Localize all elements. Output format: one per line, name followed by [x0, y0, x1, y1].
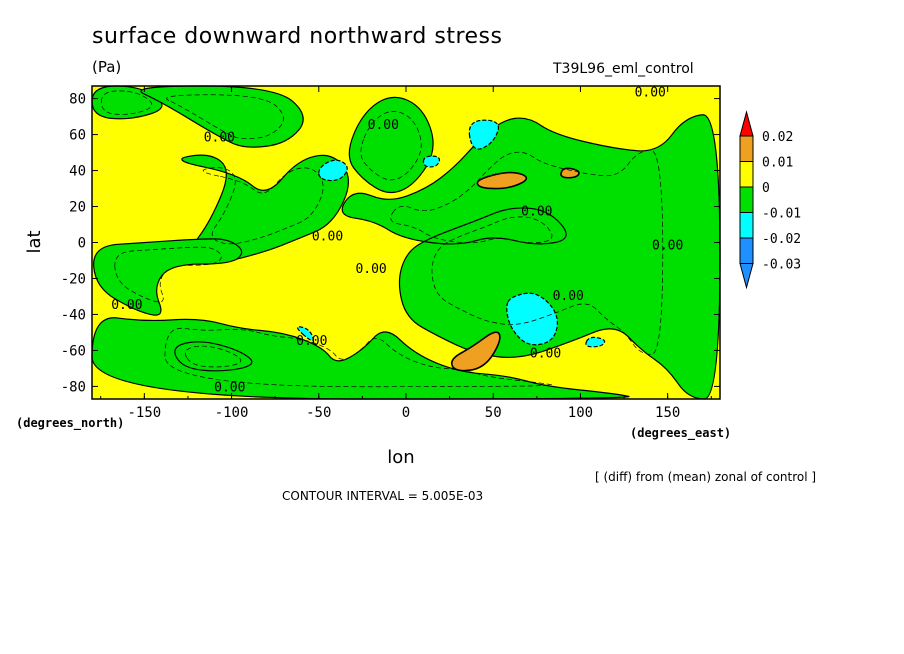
x-axis-label: lon: [387, 447, 414, 468]
y-tick-label: 20: [69, 200, 86, 216]
y-tick-label: -80: [61, 379, 86, 395]
colorbar-segment: [739, 186, 754, 213]
y-tick-label: -60: [61, 343, 86, 359]
contour-line-1: [100, 90, 152, 115]
colorbar-segment: [739, 161, 754, 188]
contour-label-4: 0.00: [312, 230, 343, 245]
y-tick-label: 60: [69, 128, 86, 144]
contour-label-2: 0.00: [368, 118, 399, 133]
colorbar-label: -0.03: [762, 258, 801, 273]
colorbar-label: 0: [762, 181, 770, 196]
contour-line-5: [390, 149, 664, 355]
contour-region-15: [476, 171, 528, 190]
contour-line-4: [360, 111, 422, 181]
colorbar-label: 0.02: [762, 130, 793, 145]
x-tick-label: -50: [306, 405, 331, 421]
contour-label-7: 0.00: [355, 262, 386, 277]
contour-line-6: [114, 246, 222, 303]
contour-line-3: [202, 167, 324, 245]
diff-note-label: [ (diff) from (mean) zonal of control ]: [595, 470, 817, 484]
x-tick-label: 150: [655, 405, 680, 421]
contour-region-9: [318, 159, 348, 182]
colorbar-segment: [739, 237, 754, 264]
units-label: (Pa): [92, 58, 122, 76]
y-tick-label: 0: [78, 236, 86, 252]
chart-title: surface downward northward stress: [92, 24, 503, 49]
y-tick-label: 40: [69, 164, 86, 180]
contour-line-7: [164, 327, 552, 388]
x-tick-label: -150: [127, 405, 161, 421]
contour-label-6: 0.00: [652, 239, 683, 254]
contour-label-12: 0.00: [214, 381, 245, 396]
contour-region-3: [181, 154, 350, 262]
contour-label-11: 0.00: [530, 347, 561, 362]
colorbar-segment: [739, 212, 754, 239]
contour-label-3: 0.00: [635, 86, 666, 101]
contour-region-5: [341, 114, 721, 400]
contour-label-1: 0.00: [204, 131, 235, 146]
colorbar-bottom-triangle: [739, 263, 754, 290]
contour-region-6: [93, 238, 243, 316]
x-tick-label: 0: [402, 405, 410, 421]
experiment-label: T39L96_eml_control: [553, 61, 694, 77]
x-tick-label: 50: [485, 405, 502, 421]
colorbar-label: -0.01: [762, 207, 801, 222]
x-units-label: (degrees_east): [630, 426, 731, 441]
y-tick-label: -40: [61, 307, 86, 323]
x-tick-label: 100: [568, 405, 593, 421]
contour-region-17: [450, 331, 501, 372]
colorbar-label: 0.01: [762, 156, 793, 171]
x-tick-label: -100: [215, 405, 249, 421]
contour-label-10: 0.00: [296, 334, 327, 349]
contour-region-11: [422, 155, 441, 168]
contour-line-2: [166, 94, 284, 140]
contour-region-13: [297, 326, 314, 342]
contour-label-5: 0.00: [521, 204, 552, 219]
colorbar-segment: [739, 135, 754, 162]
contour-region-14: [585, 336, 606, 348]
colorbar-top-triangle: [739, 110, 754, 137]
contour-region-16: [560, 167, 580, 179]
contour-interval-label: CONTOUR INTERVAL = 5.005E-03: [282, 489, 484, 503]
contour-label-8: 0.00: [553, 289, 584, 304]
contour-region-10: [468, 119, 500, 150]
y-tick-label: -20: [61, 271, 86, 287]
colorbar-label: -0.02: [762, 232, 801, 247]
y-tick-label: 80: [69, 92, 86, 108]
contour-label-9: 0.00: [111, 298, 142, 313]
y-axis-label: lat: [24, 230, 45, 253]
y-units-label: (degrees_north): [16, 416, 124, 431]
contour-region-12: [506, 292, 558, 346]
